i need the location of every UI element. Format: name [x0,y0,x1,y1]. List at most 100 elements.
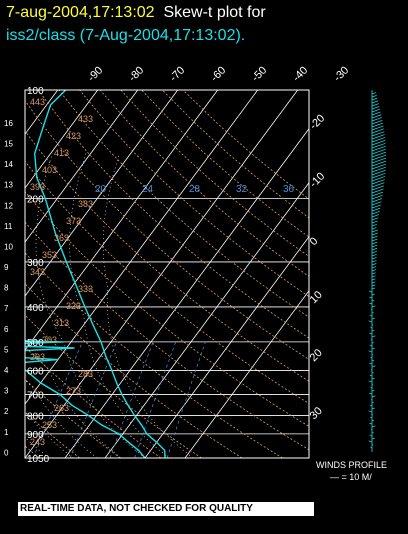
wind-barb [371,272,376,275]
dry-adiabat-label: 243 [30,437,45,447]
wind-barb [371,275,376,278]
wind-barb [371,284,376,287]
isotherm-top-label: -40 [291,64,311,84]
dry-adiabat-label: 443 [30,97,45,107]
wind-barb [371,163,386,170]
isotherm-side-label: 0 [308,235,321,248]
moist-adiabat-line [25,410,74,458]
title-text-label: Skew-t plot for [163,4,266,21]
wind-barb [368,290,373,293]
wind-barb [371,312,374,314]
dry-adiabat-label: 383 [78,199,93,209]
wind-barb [369,314,373,317]
quality-banner: REAL-TIME DATA, NOT CHECKED FOR QUALITY [18,502,314,516]
wind-profile [368,90,387,452]
wind-barb [371,92,377,95]
winds-scale-label: — = 10 M/ [330,472,372,482]
wind-barb [371,117,382,122]
wind-barb [371,97,378,101]
dry-adiabat-line [25,160,309,404]
wind-barb [371,214,380,218]
wind-barb [371,148,386,155]
mixing-ratio-line [69,341,117,458]
isotherm-line [25,90,99,189]
isotherm-side-label: -20 [308,112,328,132]
mixing-ratio-label: 32 [236,184,248,195]
isotherm-top-label: -50 [250,64,270,84]
wind-barb [368,410,373,413]
dry-adiabat-line [141,90,309,238]
wind-barb [371,191,384,197]
dry-adiabat-label: 323 [66,301,81,311]
isotherm-side-label: 10 [308,289,325,306]
wind-barb [371,241,378,245]
wind-barb [371,247,378,251]
plot-frame [24,89,310,459]
dry-adiabat-label: 253 [42,420,57,430]
dry-adiabat-label: 403 [42,165,57,175]
mixing-ratio-line [32,341,83,458]
wind-barb [371,299,375,302]
isotherm-line [144,236,309,458]
wind-barb [370,387,373,389]
wind-barb [371,227,377,230]
wind-barb [368,320,373,323]
mixing-ratio-line [109,341,154,458]
dry-adiabat-label: 343 [30,267,45,277]
wind-barb [371,377,375,380]
wind-barb [370,357,373,359]
pressure-label: 800 [27,411,44,422]
isotherm-top-label: -60 [209,64,229,84]
wind-barb [371,182,385,188]
dry-adiabat-label: 413 [54,148,69,158]
height-km-label: 9 [4,263,9,272]
wind-barb [371,198,383,203]
mixing-ratio-label: 24 [142,184,154,195]
dry-adiabat-line [37,90,309,339]
wind-barb [371,111,381,116]
wind-barb [371,266,377,269]
wind-barb [371,140,386,146]
wind-barb [371,389,375,392]
wind-barb [371,402,374,404]
wind-barb [371,317,375,320]
wind-barb [371,204,381,209]
isotherm-side-label: 20 [308,347,325,364]
pressure-label: 700 [27,391,44,402]
dry-adiabat-line [79,90,309,298]
wind-barb [371,395,376,398]
isotherm-line [25,90,219,351]
wind-barb [371,145,386,152]
wind-barb [371,293,375,296]
wind-barb [369,362,373,365]
moist-adiabat-line [35,153,146,458]
wind-barb [371,173,386,179]
wind-barb [371,122,384,128]
height-km-label: 6 [4,325,9,334]
isotherm-top-label: -30 [332,64,352,84]
isotherm-line [25,90,139,243]
dry-adiabat-line [99,90,309,277]
wind-barb [371,169,386,176]
isotherm-top-label: -90 [86,64,106,84]
wind-barb [371,365,376,368]
pressure-label: 1050 [27,454,50,465]
dry-adiabat-line [25,99,309,360]
wind-barb [369,404,373,407]
plot-title: 7-aug-2004,17:13:02 Skew-t plot for [6,4,266,22]
wind-barb [371,229,379,233]
height-km-label: 8 [4,284,9,293]
wind-barb [371,100,379,104]
wind-barb [371,347,375,350]
temperature-trace [33,90,166,458]
title-timestamp: 7-aug-2004,17:13:02 [6,4,155,21]
pressure-label: 400 [27,303,44,314]
height-km-label: 10 [4,242,13,251]
wind-barb [371,134,385,140]
dry-adiabat-line [25,411,80,458]
height-km-label: 4 [4,366,9,375]
moist-adiabat-line [69,153,170,458]
wind-barb [371,419,375,422]
wind-barb [368,380,373,383]
wind-barb [371,160,387,167]
